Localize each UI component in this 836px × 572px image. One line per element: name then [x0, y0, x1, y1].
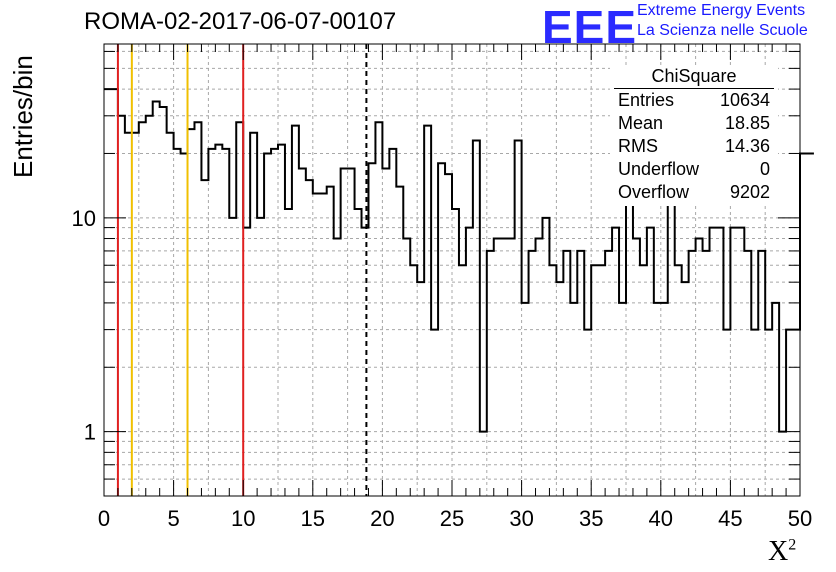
stats-label: Entries: [618, 90, 675, 110]
x-tick-label: 0: [98, 506, 110, 531]
x-axis-label: X2: [768, 536, 796, 568]
stats-label: Underflow: [618, 159, 700, 179]
x-tick-label: 40: [649, 506, 673, 531]
logo-line-2: La Scienza nelle Scuole: [637, 22, 808, 39]
x-tick-label: 20: [370, 506, 394, 531]
stats-row-overflow: Overflow 9202: [610, 181, 778, 204]
stats-value: 10634: [719, 90, 770, 110]
x-axis-label-sup: 2: [788, 536, 797, 554]
eee-logo: EEE: [542, 1, 638, 53]
stats-value: 18.85: [724, 113, 770, 133]
x-tick-label: 15: [301, 506, 325, 531]
y-tick-label: 1: [84, 420, 96, 445]
stats-value: 9202: [729, 182, 770, 202]
x-tick-label: 25: [440, 506, 464, 531]
histogram-series: [104, 88, 814, 433]
chart-title: ROMA-02-2017-06-07-00107: [84, 8, 397, 35]
stats-box: ChiSquare Entries 10634 Mean 18.85 RMS 1…: [610, 66, 778, 206]
x-tick-label: 50: [788, 506, 812, 531]
x-tick-label: 30: [509, 506, 533, 531]
stats-label: RMS: [618, 136, 658, 156]
stats-row-rms: RMS 14.36: [610, 135, 778, 158]
stats-value: 0: [759, 159, 770, 179]
x-tick-label: 5: [167, 506, 179, 531]
stats-label: Overflow: [618, 182, 690, 202]
logo-line-1: Extreme Energy Events: [637, 2, 806, 19]
y-axis-label: Entries/bin: [8, 55, 38, 178]
stats-title: ChiSquare: [614, 66, 774, 89]
stats-row-mean: Mean 18.85: [610, 112, 778, 135]
stats-label: Mean: [618, 113, 664, 133]
stats-row-underflow: Underflow 0: [610, 158, 778, 181]
x-tick-label: 10: [231, 506, 255, 531]
x-tick-label: 45: [718, 506, 742, 531]
x-axis-label-base: X: [768, 536, 789, 567]
y-tick-label: 10: [72, 206, 96, 231]
stats-row-entries: Entries 10634: [610, 89, 778, 112]
x-tick-label: 35: [579, 506, 603, 531]
stats-value: 14.36: [724, 136, 770, 156]
